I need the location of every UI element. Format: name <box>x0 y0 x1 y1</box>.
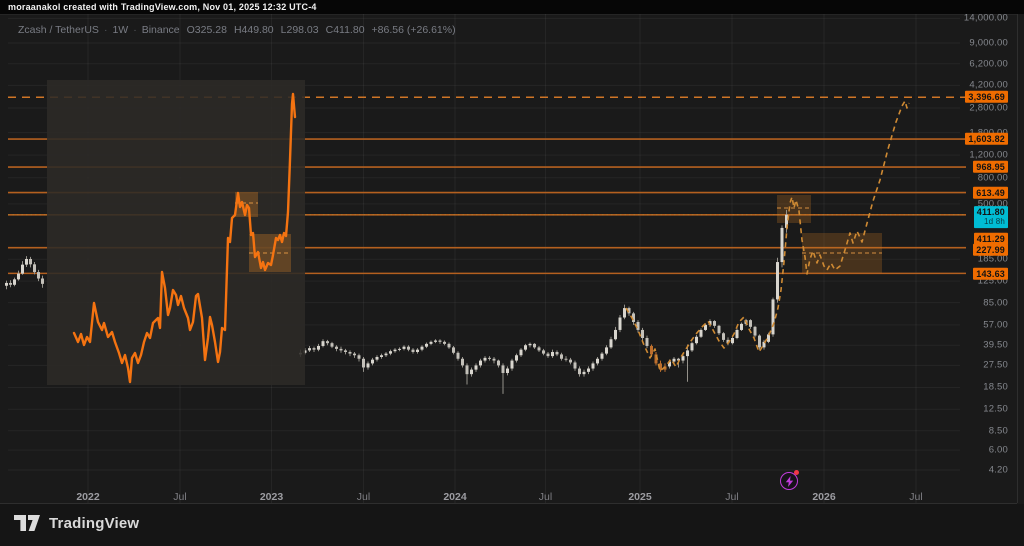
attribution-text: moraanakol created with TradingView.com,… <box>8 2 317 12</box>
legend-low: L298.03 <box>280 24 319 36</box>
lightning-bolt-icon <box>785 475 793 487</box>
notification-dot <box>794 470 799 475</box>
time-axis[interactable] <box>0 489 1024 504</box>
candles-layer <box>5 209 788 394</box>
legend-change: +86.56 (+26.61%) <box>371 24 456 36</box>
legend-open: O325.28 <box>186 24 227 36</box>
zones-main <box>777 195 882 273</box>
flash-marker-icon[interactable] <box>780 470 799 490</box>
tradingview-logo-icon <box>14 515 40 531</box>
inset-panel <box>47 80 305 385</box>
legend-interval: 1W <box>112 24 129 36</box>
inset-price-line <box>72 92 297 384</box>
attribution-bar: moraanakol created with TradingView.com,… <box>0 0 1024 14</box>
legend-exchange: Binance <box>141 24 180 36</box>
legend-separator: · <box>103 24 108 36</box>
symbol-legend[interactable]: Zcash / TetherUS · 1W · Binance O325.28 H449.8… <box>18 24 456 36</box>
tradingview-logo[interactable]: TradingView <box>13 515 139 532</box>
footer-bar: TradingView <box>0 504 1024 546</box>
legend-high: H449.80 <box>233 24 274 36</box>
price-axis[interactable] <box>955 14 1024 503</box>
legend-close: C411.80 <box>325 24 365 36</box>
tradingview-logo-text: TradingView <box>49 515 140 532</box>
projection-dashed-line <box>625 100 910 372</box>
legend-separator: · <box>133 24 137 36</box>
axis-borders <box>0 14 1018 504</box>
legend-symbol: Zcash / TetherUS <box>18 24 99 36</box>
